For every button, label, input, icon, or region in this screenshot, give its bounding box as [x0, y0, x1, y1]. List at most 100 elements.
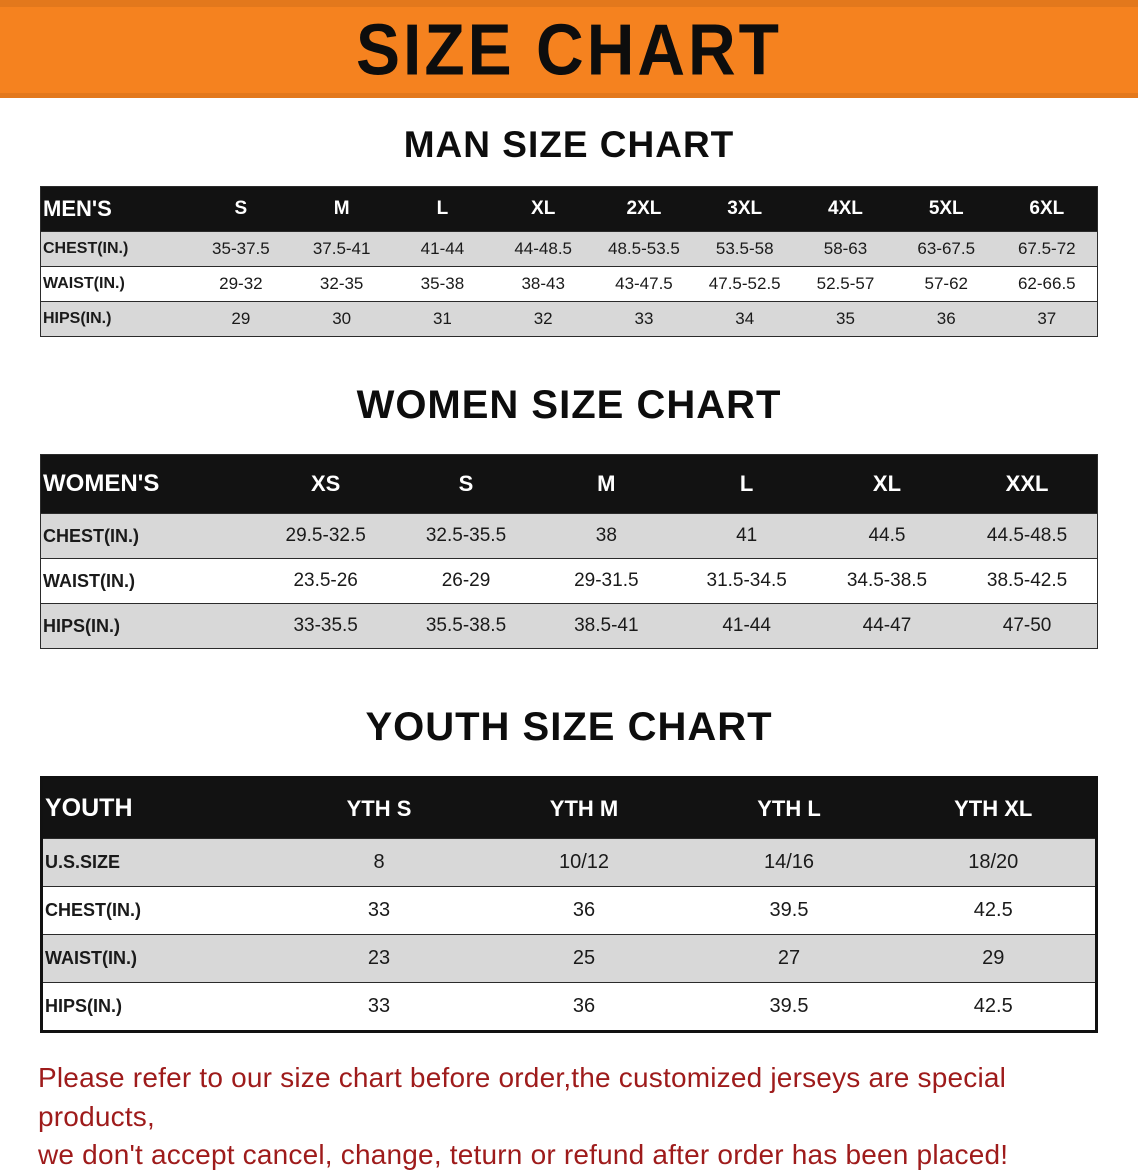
size-column-header: L	[676, 454, 817, 514]
table-header-row: MEN'S S M L XL 2XL 3XL 4XL 5XL 6XL	[40, 186, 1098, 232]
table-cell: 38-43	[492, 266, 594, 302]
table-row: WAIST(IN.) 23.5-26 26-29 29-31.5 31.5-34.5 34…	[40, 558, 1098, 604]
size-column-header: 5XL	[895, 186, 997, 232]
table-cell: 44.5	[816, 513, 958, 559]
table-row: HIPS(IN.) 33 36 39.5 42.5	[41, 982, 1097, 1032]
table-cell: 29.5-32.5	[255, 513, 396, 559]
table-cell: 8	[276, 838, 482, 887]
table-row: WAIST(IN.) 29-32 32-35 35-38 38-43 43-47.5 47.…	[40, 266, 1098, 302]
disclaimer-line-1: Please refer to our size chart before or…	[38, 1062, 1007, 1132]
row-label: HIPS(IN.)	[41, 982, 277, 1032]
table-row: CHEST(IN.) 33 36 39.5 42.5	[41, 886, 1097, 935]
table-cell: 38.5-42.5	[957, 558, 1098, 604]
table-cell: 42.5	[891, 982, 1097, 1032]
row-label: CHEST(IN.)	[40, 513, 256, 559]
table-cell: 53.5-58	[694, 231, 796, 267]
table-cell: 14/16	[686, 838, 892, 887]
size-column-header: M	[291, 186, 393, 232]
table-cell: 32	[492, 301, 594, 337]
table-title-cell: YOUTH	[41, 777, 277, 839]
table-cell: 42.5	[891, 886, 1097, 935]
table-cell: 67.5-72	[996, 231, 1098, 267]
row-label: WAIST(IN.)	[40, 558, 256, 604]
table-cell: 25	[481, 934, 687, 983]
size-column-header: S	[395, 454, 537, 514]
table-cell: 34	[694, 301, 796, 337]
table-cell: 44-48.5	[492, 231, 594, 267]
table-header-row: YOUTH YTH S YTH M YTH L YTH XL	[41, 777, 1097, 839]
table-cell: 41-44	[676, 603, 817, 649]
table-cell: 34.5-38.5	[816, 558, 958, 604]
table-cell: 57-62	[895, 266, 997, 302]
size-column-header: XL	[816, 454, 958, 514]
table-row: U.S.SIZE 8 10/12 14/16 18/20	[41, 838, 1097, 887]
row-label: CHEST(IN.)	[40, 231, 191, 267]
table-cell: 30	[291, 301, 393, 337]
table-cell: 31.5-34.5	[676, 558, 817, 604]
table-cell: 35.5-38.5	[395, 603, 537, 649]
man-size-chart-heading: MAN SIZE CHART	[403, 124, 735, 165]
table-row: CHEST(IN.) 35-37.5 37.5-41 41-44 44-48.5 48.5…	[40, 231, 1098, 267]
table-cell: 33	[593, 301, 695, 337]
table-cell: 29-32	[190, 266, 292, 302]
table-cell: 33	[276, 982, 482, 1032]
table-cell: 47.5-52.5	[694, 266, 796, 302]
table-cell: 63-67.5	[895, 231, 997, 267]
table-cell: 44-47	[816, 603, 958, 649]
table-cell: 35-38	[392, 266, 493, 302]
mens-size-table: MEN'S S M L XL 2XL 3XL 4XL 5XL 6XL CHEST(IN.) 35-37…	[40, 186, 1098, 337]
table-title-cell: WOMEN'S	[40, 454, 256, 514]
table-cell: 33	[276, 886, 482, 935]
table-cell: 23.5-26	[255, 558, 396, 604]
size-column-header: XXL	[957, 454, 1098, 514]
table-cell: 32-35	[291, 266, 393, 302]
table-cell: 39.5	[686, 886, 892, 935]
size-column-header: 4XL	[795, 186, 896, 232]
table-cell: 41	[676, 513, 817, 559]
size-column-header: 2XL	[593, 186, 695, 232]
table-row: HIPS(IN.) 33-35.5 35.5-38.5 38.5-41 41-44 44-…	[40, 603, 1098, 649]
table-cell: 36	[895, 301, 997, 337]
table-row: CHEST(IN.) 29.5-32.5 32.5-35.5 38 41 44.5 44.5…	[40, 513, 1098, 559]
table-cell: 62-66.5	[996, 266, 1098, 302]
banner-title: SIZE CHART	[356, 8, 782, 90]
table-cell: 29-31.5	[536, 558, 677, 604]
row-label: WAIST(IN.)	[41, 934, 277, 983]
table-cell: 58-63	[795, 231, 896, 267]
table-row: WAIST(IN.) 23 25 27 29	[41, 934, 1097, 983]
size-column-header: YTH XL	[891, 777, 1097, 839]
table-cell: 43-47.5	[593, 266, 695, 302]
table-cell: 47-50	[957, 603, 1098, 649]
table-cell: 31	[392, 301, 493, 337]
table-cell: 29	[190, 301, 292, 337]
row-label: HIPS(IN.)	[40, 603, 256, 649]
order-disclaimer: Please refer to our size chart before or…	[38, 1059, 1100, 1175]
table-cell: 38	[536, 513, 677, 559]
table-cell: 37	[996, 301, 1098, 337]
table-cell: 44.5-48.5	[957, 513, 1098, 559]
womens-size-table: WOMEN'S XS S M L XL XXL CHEST(IN.) 29.5-32.5 32.5…	[40, 454, 1098, 649]
size-column-header: YTH S	[276, 777, 482, 839]
table-cell: 52.5-57	[795, 266, 896, 302]
table-cell: 18/20	[891, 838, 1097, 887]
row-label: HIPS(IN.)	[40, 301, 191, 337]
table-cell: 38.5-41	[536, 603, 677, 649]
size-column-header: YTH M	[481, 777, 687, 839]
table-cell: 41-44	[392, 231, 493, 267]
size-column-header: XL	[492, 186, 594, 232]
table-cell: 35-37.5	[190, 231, 292, 267]
table-cell: 32.5-35.5	[395, 513, 537, 559]
row-label: WAIST(IN.)	[40, 266, 191, 302]
table-cell: 48.5-53.5	[593, 231, 695, 267]
table-cell: 35	[795, 301, 896, 337]
table-cell: 39.5	[686, 982, 892, 1032]
size-column-header: S	[190, 186, 292, 232]
table-row: HIPS(IN.) 29 30 31 32 33 34 35 36 37	[40, 301, 1098, 337]
table-cell: 27	[686, 934, 892, 983]
table-cell: 36	[481, 982, 687, 1032]
size-chart-banner: SIZE CHART	[0, 0, 1138, 98]
youth-size-table: YOUTH YTH S YTH M YTH L YTH XL U.S.SIZE 8 10/12…	[40, 776, 1098, 1033]
size-column-header: XS	[255, 454, 396, 514]
youth-size-chart-heading: YOUTH SIZE CHART	[365, 705, 773, 749]
table-header-row: WOMEN'S XS S M L XL XXL	[40, 454, 1098, 514]
